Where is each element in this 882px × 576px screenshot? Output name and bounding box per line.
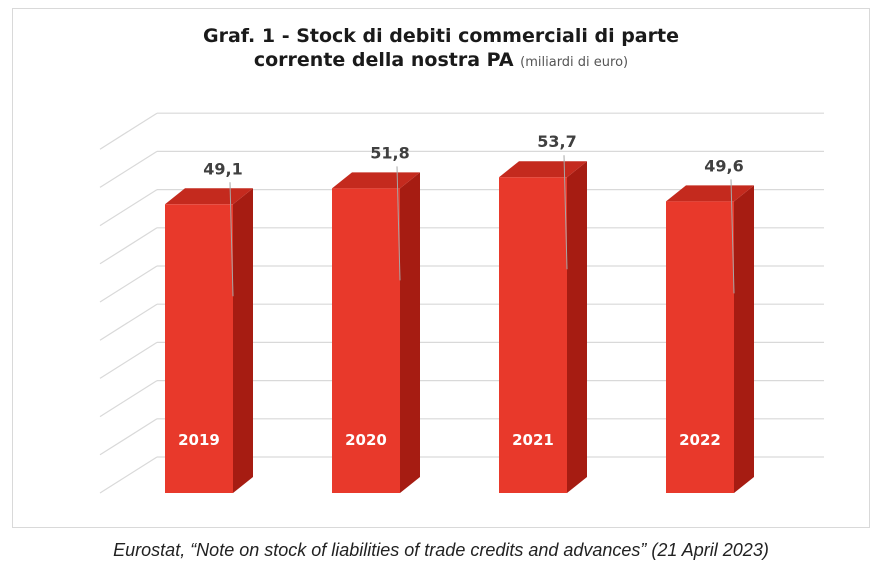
leader-line-2020 [396, 166, 401, 281]
chart-title-line2: corrente della nostra PA (miliardi di eu… [0, 48, 882, 75]
gridline-side-5 [99, 265, 158, 303]
gridline-side-4 [99, 303, 158, 341]
bar-side-2022 [734, 185, 754, 494]
bar-top-2020 [332, 172, 420, 189]
value-label-2021: 53,7 [537, 132, 576, 151]
bar-2022 [666, 201, 734, 494]
gridline-side-3 [99, 341, 158, 379]
value-label-2020: 51,8 [370, 143, 409, 162]
bar-2020 [332, 188, 400, 493]
bar-top-2021 [499, 161, 587, 178]
gridline-side-6 [99, 227, 158, 265]
gridline-side-7 [99, 189, 158, 227]
bar-top-2022 [666, 185, 754, 202]
category-label-2022: 2022 [679, 431, 721, 449]
source-caption: Eurostat, “Note on stock of liabilities … [113, 540, 769, 560]
category-label-2019: 2019 [178, 431, 220, 449]
leader-line-2022 [730, 179, 735, 294]
value-label-2019: 49,1 [203, 159, 242, 178]
gridline-side-0 [99, 456, 158, 494]
category-label-2020: 2020 [345, 431, 387, 449]
category-label-2021: 2021 [512, 431, 554, 449]
bars [165, 161, 754, 494]
bar-top-2019 [165, 188, 253, 205]
leader-line-2021 [563, 155, 568, 270]
gridline-side-9 [99, 112, 158, 150]
bar-2021 [499, 177, 567, 493]
bar-side-2019 [233, 188, 253, 494]
gridline-side-1 [99, 418, 158, 456]
gridline-side-2 [99, 380, 158, 418]
bar-2019 [165, 204, 233, 494]
chart-unit-note: (miliardi di euro) [520, 55, 629, 70]
chart-title: Graf. 1 - Stock di debiti commerciali di… [0, 24, 882, 75]
labels: 2019 49,1 2020 51,8 2021 53,7 2022 49,6 [178, 132, 744, 449]
value-label-2022: 49,6 [704, 156, 743, 175]
chart-title-line2-text: corrente della nostra PA [253, 49, 514, 71]
bar-side-2021 [567, 161, 587, 493]
gridline-side-8 [99, 150, 158, 188]
bar-chart: 2019 49,1 2020 51,8 2021 53,7 2022 49,6 [99, 112, 824, 494]
leader-line-2019 [229, 182, 234, 297]
chart-title-line1: Graf. 1 - Stock di debiti commerciali di… [203, 25, 679, 47]
bar-side-2020 [400, 172, 420, 493]
